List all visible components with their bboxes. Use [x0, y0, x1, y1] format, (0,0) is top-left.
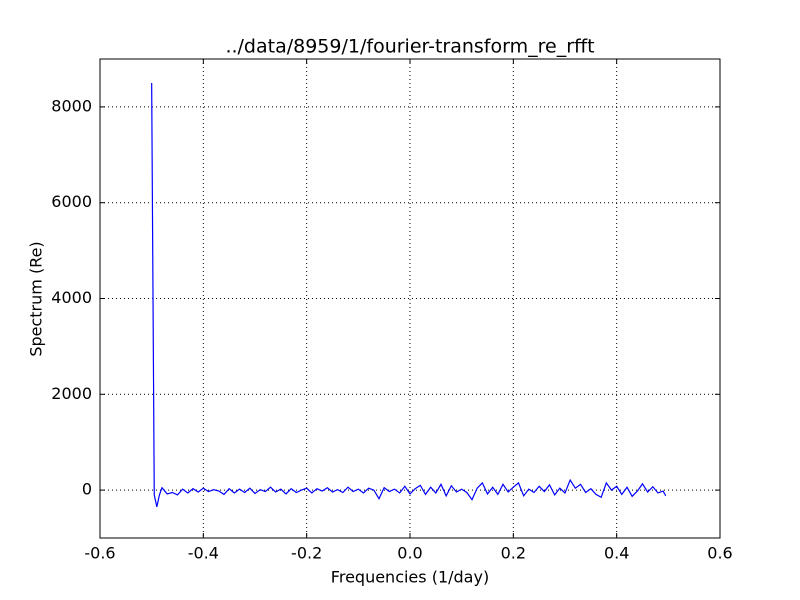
x-tick-label: -0.4 [188, 544, 219, 563]
x-tick-label: -0.6 [84, 544, 115, 563]
y-axis-label: Spectrum (Re) [27, 241, 46, 356]
chart-title: ../data/8959/1/fourier-transform_re_rfft [225, 36, 594, 58]
x-axis-label: Frequencies (1/day) [331, 568, 489, 587]
x-tick-label: 0.0 [397, 544, 422, 563]
y-tick-label: 6000 [51, 192, 92, 211]
x-tick-label: 0.2 [501, 544, 526, 563]
x-tick-label: -0.2 [291, 544, 322, 563]
data-line [151, 82, 667, 507]
y-tick-label: 4000 [51, 288, 92, 307]
y-tick-label: 8000 [51, 96, 92, 115]
x-tick-label: 0.6 [707, 544, 732, 563]
y-tick-label: 0 [82, 480, 92, 499]
x-tick-label: 0.4 [604, 544, 629, 563]
y-tick-label: 2000 [51, 384, 92, 403]
plot-frame [99, 58, 721, 539]
